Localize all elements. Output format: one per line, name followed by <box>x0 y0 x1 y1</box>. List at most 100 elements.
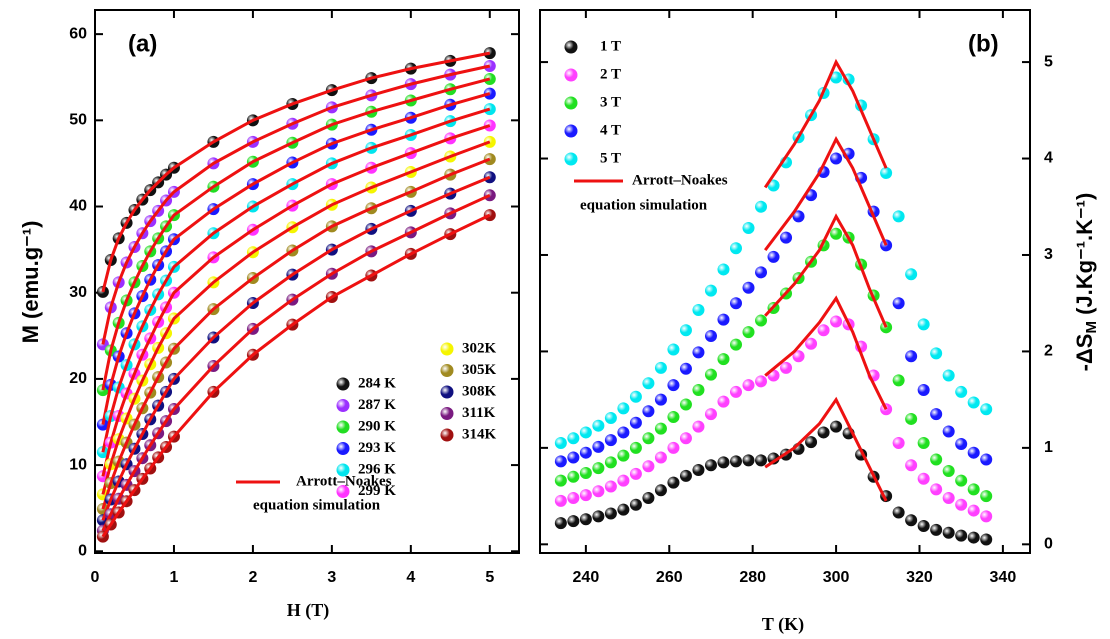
data-point <box>692 303 705 316</box>
x-tick-label: 320 <box>906 569 933 586</box>
data-point <box>704 459 717 472</box>
y-tick-label: 30 <box>69 284 87 301</box>
x-tick-label: 5 <box>485 569 494 586</box>
x-tick-label: 3 <box>327 569 336 586</box>
data-point <box>755 200 768 213</box>
data-point <box>617 474 630 487</box>
data-point <box>579 466 592 479</box>
data-point <box>667 476 680 489</box>
data-point <box>830 420 843 433</box>
data-point <box>567 432 580 445</box>
data-point <box>667 441 680 454</box>
data-point <box>667 379 680 392</box>
data-point <box>730 455 742 468</box>
data-point <box>579 446 592 459</box>
data-point <box>967 483 980 496</box>
data-point <box>730 297 742 310</box>
y-tick-label: 4 <box>1044 150 1053 167</box>
legend-label: 293 K <box>358 440 396 456</box>
legend-marker <box>336 463 350 477</box>
data-point <box>792 210 805 223</box>
legend-label: 305K <box>462 362 497 378</box>
fit-line <box>101 92 491 425</box>
legend-label: 302K <box>462 340 497 356</box>
data-point <box>617 503 630 516</box>
legend-marker <box>564 152 578 166</box>
legend-marker <box>440 407 454 420</box>
panel-label: (b) <box>968 30 999 57</box>
y-tick-label: 2 <box>1044 343 1053 360</box>
data-point <box>955 529 968 542</box>
legend-marker <box>564 68 578 82</box>
data-point <box>817 426 830 439</box>
legend-label: 2 T <box>600 66 621 82</box>
data-point <box>892 210 905 223</box>
data-point <box>917 318 930 331</box>
fit-line <box>764 396 888 502</box>
data-point <box>679 398 692 411</box>
y-tick-label: 10 <box>69 456 87 473</box>
fit-line <box>101 64 491 345</box>
data-point <box>554 455 567 468</box>
data-point <box>592 419 605 432</box>
data-point <box>905 514 918 527</box>
legend-label: 290 K <box>358 418 396 434</box>
data-point <box>967 504 980 517</box>
data-point <box>980 490 993 503</box>
data-point <box>780 231 793 244</box>
data-point <box>567 451 580 464</box>
data-point <box>830 152 843 165</box>
data-point <box>629 441 642 454</box>
data-point <box>892 374 905 387</box>
data-point <box>967 446 980 459</box>
data-point <box>755 266 768 279</box>
legend-label: equation simulation <box>580 197 708 213</box>
data-point <box>955 498 968 511</box>
fit-line <box>101 175 491 521</box>
data-point <box>604 480 617 493</box>
data-point <box>592 510 605 523</box>
data-point <box>980 403 993 416</box>
data-point <box>767 250 780 263</box>
data-point <box>892 437 905 450</box>
fit-line <box>764 295 888 410</box>
panel-label: (a) <box>128 30 157 57</box>
data-point <box>830 315 843 328</box>
legend-marker <box>336 399 350 412</box>
data-point <box>579 426 592 439</box>
x-tick-label: 4 <box>406 569 415 586</box>
data-point <box>592 440 605 453</box>
data-point <box>667 411 680 424</box>
y-title-sub: M <box>1083 321 1100 334</box>
fit-line <box>101 140 491 495</box>
legend-label: 3 T <box>600 94 621 110</box>
legend-label: Arrott–Noakes <box>296 473 392 489</box>
data-point <box>805 436 818 449</box>
legend-label: 308K <box>462 383 497 399</box>
x-tick-label: 240 <box>573 569 600 586</box>
frame-b <box>539 9 1031 554</box>
fit-line <box>101 124 491 477</box>
data-point <box>554 474 567 487</box>
data-point <box>955 474 968 487</box>
data-point <box>692 464 705 477</box>
data-point <box>730 338 742 351</box>
x-tick-label: 260 <box>656 569 683 586</box>
data-point <box>629 416 642 429</box>
legend-marker <box>564 96 578 110</box>
fit-line <box>763 136 888 252</box>
data-point <box>642 405 655 418</box>
data-point <box>604 434 617 447</box>
legend-marker <box>336 485 350 498</box>
x-axis-title: H (T) <box>287 600 330 621</box>
data-point <box>742 221 755 234</box>
legend-label: 284 K <box>358 375 396 391</box>
legend-label: 4 T <box>600 122 621 138</box>
data-point <box>742 326 755 339</box>
data-point <box>554 437 567 450</box>
data-point <box>604 411 617 424</box>
data-point <box>742 281 755 294</box>
data-point <box>567 492 580 505</box>
legend-marker <box>564 124 578 138</box>
data-point <box>767 179 780 192</box>
